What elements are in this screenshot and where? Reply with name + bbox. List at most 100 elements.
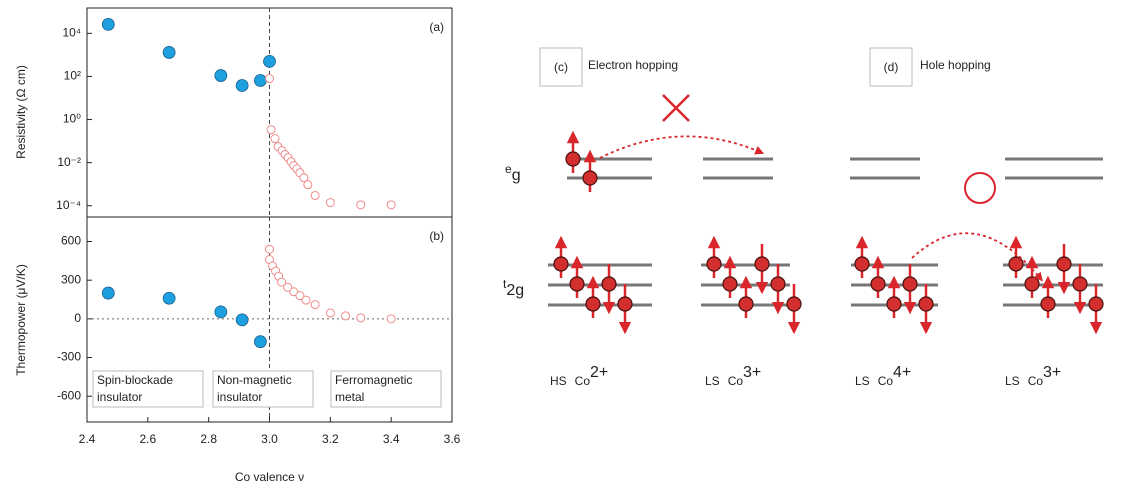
level-label: eg: [505, 162, 521, 184]
electron: [786, 296, 802, 312]
data-point: [265, 244, 274, 254]
annotation-text: Non-magnetic: [217, 373, 292, 387]
electron: [553, 256, 569, 272]
data-point: [214, 305, 228, 319]
electron: [1088, 296, 1104, 312]
panel-label: (d): [884, 60, 899, 74]
data-point: [299, 173, 309, 183]
allowed-mark: [964, 172, 996, 204]
electron: [585, 296, 601, 312]
electron: [569, 276, 585, 292]
level-base: e: [505, 162, 512, 176]
ion-label: LS Co3+: [705, 364, 761, 388]
electron: [617, 296, 633, 312]
x-tick-label: 3.2: [322, 432, 339, 446]
x-tick-label: 2.6: [139, 432, 156, 446]
panel-title: Electron hopping: [588, 58, 678, 72]
data-point: [325, 308, 335, 318]
ion-spin: LS: [855, 374, 870, 388]
x-tick-label: 3.4: [383, 432, 400, 446]
y-tick-label: 0: [74, 311, 81, 325]
data-point: [277, 277, 287, 287]
y-tick-label: -300: [57, 350, 81, 364]
ion-charge: 3+: [1043, 364, 1061, 381]
electron: [918, 296, 934, 312]
ion-element: Co: [878, 374, 894, 388]
level-sub: g: [512, 167, 521, 184]
data-point: [214, 69, 228, 82]
data-point: [295, 291, 305, 301]
data-point: [162, 291, 176, 305]
x-tick-label: 3.6: [444, 432, 461, 446]
data-point: [310, 190, 320, 200]
electron: [1024, 276, 1040, 292]
y-tick-label: -600: [57, 388, 81, 402]
annotation-box: [92, 370, 204, 408]
ion-label: LS Co3+: [1005, 364, 1061, 388]
data-point: [341, 311, 351, 321]
ion-element: Co: [575, 374, 591, 388]
ion-label: LS Co4+: [855, 364, 911, 388]
electron: [870, 276, 886, 292]
annotation-text: insulator: [217, 390, 262, 404]
hop-arrow: [599, 135, 765, 159]
ion-spin: LS: [1005, 374, 1020, 388]
level-label: t2g: [503, 277, 524, 299]
y-tick-label: 10⁴: [62, 26, 81, 40]
data-point: [266, 125, 276, 135]
data-point: [283, 282, 293, 292]
annotation-text: metal: [335, 390, 364, 404]
ion-spin: LS: [705, 374, 720, 388]
data-point: [235, 79, 249, 92]
data-point: [253, 74, 267, 87]
panel-label-box: [869, 47, 913, 87]
data-point: [101, 18, 115, 31]
y-tick-label: 600: [61, 234, 81, 248]
y-axis-label: Thermopower (μV/K): [14, 264, 28, 376]
data-point: [235, 313, 249, 327]
panel-title: Hole hopping: [920, 58, 991, 72]
forbidden-mark: [662, 94, 690, 122]
electron: [706, 256, 722, 272]
data-point: [310, 300, 320, 310]
panel-label: (a): [429, 20, 444, 34]
panel-label: (b): [429, 229, 444, 243]
annotation-box: [330, 370, 442, 408]
data-point: [386, 314, 396, 324]
data-point: [356, 200, 366, 210]
x-axis-label: Co valence ν: [235, 470, 304, 484]
y-tick-label: 10⁻²: [57, 155, 81, 169]
ion-charge: 2+: [590, 364, 608, 381]
y-tick-label: 10²: [64, 69, 81, 83]
level-base: t: [503, 277, 507, 291]
electron: [770, 276, 786, 292]
data-point: [263, 54, 276, 68]
y-axis-label: Resistivity (Ω cm): [14, 65, 28, 159]
panel-label-box: [539, 47, 583, 87]
data-point: [270, 134, 280, 144]
y-tick-label: 300: [61, 272, 81, 286]
annotation-box: [212, 370, 314, 408]
level-sub: 2g: [506, 282, 524, 299]
ion-charge: 4+: [893, 364, 911, 381]
electron: [565, 151, 581, 167]
y-tick-label: 10⁰: [63, 112, 81, 126]
electron: [1056, 256, 1072, 272]
data-point: [162, 46, 176, 59]
hop-arrow: [911, 232, 1043, 282]
electron: [1008, 256, 1024, 272]
electron: [1040, 296, 1056, 312]
electron: [722, 276, 738, 292]
electron: [601, 276, 617, 292]
y-tick-label: 10⁻⁴: [56, 198, 81, 212]
electron: [902, 276, 918, 292]
ion-spin: HS: [550, 374, 567, 388]
ion-charge: 3+: [743, 364, 761, 381]
data-point: [356, 313, 366, 323]
data-point: [253, 335, 267, 349]
electron: [754, 256, 770, 272]
electron: [854, 256, 870, 272]
ion-label: HS Co2+: [550, 364, 608, 388]
